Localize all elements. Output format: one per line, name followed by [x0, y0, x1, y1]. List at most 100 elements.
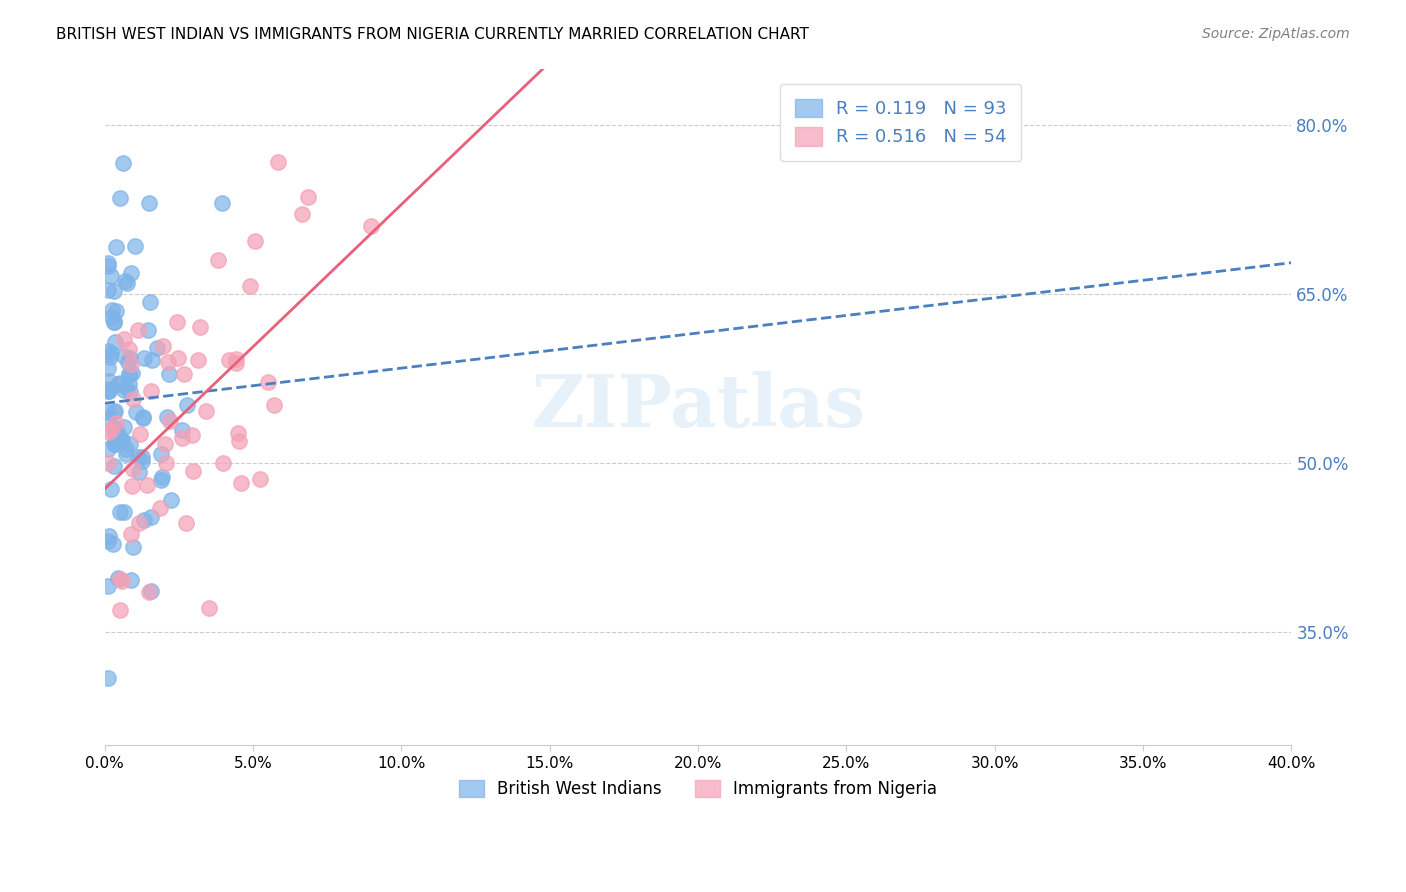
British West Indians: [124, 405, 146, 419]
British West Indians: [104, 437, 127, 451]
British West Indians: [103, 405, 125, 419]
British West Indians: [101, 537, 124, 551]
British West Indians: [170, 423, 193, 437]
British West Indians: [100, 268, 122, 283]
Text: BRITISH WEST INDIAN VS IMMIGRANTS FROM NIGERIA CURRENTLY MARRIED CORRELATION CHA: BRITISH WEST INDIAN VS IMMIGRANTS FROM N…: [56, 27, 808, 42]
British West Indians: [98, 350, 121, 364]
Immigrants from Nigeria: [153, 436, 176, 450]
Immigrants from Nigeria: [112, 332, 135, 346]
British West Indians: [101, 310, 124, 325]
British West Indians: [104, 334, 127, 349]
British West Indians: [100, 482, 122, 496]
British West Indians: [121, 574, 143, 588]
Immigrants from Nigeria: [97, 425, 120, 440]
British West Indians: [98, 529, 121, 543]
Immigrants from Nigeria: [297, 190, 319, 204]
British West Indians: [115, 276, 138, 290]
Immigrants from Nigeria: [174, 516, 197, 530]
British West Indians: [104, 404, 127, 418]
Immigrants from Nigeria: [211, 456, 233, 470]
British West Indians: [117, 355, 139, 369]
Immigrants from Nigeria: [181, 428, 204, 442]
British West Indians: [103, 458, 125, 473]
British West Indians: [145, 342, 167, 356]
British West Indians: [131, 450, 153, 464]
British West Indians: [138, 195, 160, 210]
British West Indians: [124, 239, 146, 253]
British West Indians: [118, 385, 141, 400]
British West Indians: [211, 195, 233, 210]
British West Indians: [97, 259, 120, 273]
Immigrants from Nigeria: [121, 479, 143, 493]
British West Indians: [107, 571, 129, 585]
Immigrants from Nigeria: [122, 462, 145, 476]
British West Indians: [132, 351, 155, 365]
British West Indians: [132, 411, 155, 425]
British West Indians: [97, 283, 120, 297]
Immigrants from Nigeria: [121, 392, 143, 407]
Immigrants from Nigeria: [267, 154, 290, 169]
British West Indians: [121, 541, 143, 555]
Immigrants from Nigeria: [138, 585, 160, 599]
Immigrants from Nigeria: [194, 404, 217, 418]
Immigrants from Nigeria: [229, 475, 252, 490]
British West Indians: [103, 315, 125, 329]
Immigrants from Nigeria: [157, 354, 180, 368]
British West Indians: [150, 473, 173, 487]
British West Indians: [97, 533, 120, 548]
British West Indians: [149, 447, 172, 461]
British West Indians: [104, 422, 127, 436]
British West Indians: [100, 346, 122, 360]
Immigrants from Nigeria: [245, 234, 267, 248]
British West Indians: [97, 384, 120, 398]
British West Indians: [101, 302, 124, 317]
Immigrants from Nigeria: [128, 516, 150, 530]
British West Indians: [98, 374, 121, 388]
British West Indians: [138, 323, 160, 337]
British West Indians: [118, 368, 141, 383]
British West Indians: [112, 156, 135, 170]
British West Indians: [156, 409, 179, 424]
Immigrants from Nigeria: [159, 414, 181, 428]
British West Indians: [112, 350, 135, 364]
British West Indians: [103, 421, 125, 435]
British West Indians: [150, 469, 173, 483]
British West Indians: [134, 513, 156, 527]
Immigrants from Nigeria: [127, 323, 149, 337]
Immigrants from Nigeria: [239, 278, 262, 293]
British West Indians: [97, 671, 120, 685]
British West Indians: [118, 367, 141, 381]
Text: ZIPatlas: ZIPatlas: [531, 371, 865, 442]
British West Indians: [108, 191, 131, 205]
British West Indians: [97, 382, 120, 396]
British West Indians: [141, 353, 163, 368]
Immigrants from Nigeria: [141, 384, 163, 399]
Immigrants from Nigeria: [129, 426, 152, 441]
British West Indians: [121, 366, 143, 380]
British West Indians: [112, 420, 135, 434]
Immigrants from Nigeria: [187, 353, 209, 368]
Immigrants from Nigeria: [249, 472, 271, 486]
British West Indians: [97, 405, 120, 419]
British West Indians: [114, 442, 136, 457]
British West Indians: [97, 412, 120, 426]
Text: Source: ZipAtlas.com: Source: ZipAtlas.com: [1202, 27, 1350, 41]
British West Indians: [141, 583, 163, 598]
British West Indians: [107, 377, 129, 392]
Immigrants from Nigeria: [173, 368, 195, 382]
Immigrants from Nigeria: [120, 527, 142, 541]
Immigrants from Nigeria: [228, 434, 250, 449]
Immigrants from Nigeria: [188, 319, 211, 334]
British West Indians: [105, 304, 128, 318]
British West Indians: [97, 442, 120, 457]
British West Indians: [111, 433, 134, 447]
Immigrants from Nigeria: [108, 603, 131, 617]
British West Indians: [120, 266, 142, 280]
Immigrants from Nigeria: [218, 353, 240, 368]
British West Indians: [118, 377, 141, 392]
British West Indians: [131, 453, 153, 467]
Immigrants from Nigeria: [226, 425, 249, 440]
Immigrants from Nigeria: [172, 431, 194, 445]
Immigrants from Nigeria: [111, 574, 134, 588]
British West Indians: [108, 430, 131, 444]
